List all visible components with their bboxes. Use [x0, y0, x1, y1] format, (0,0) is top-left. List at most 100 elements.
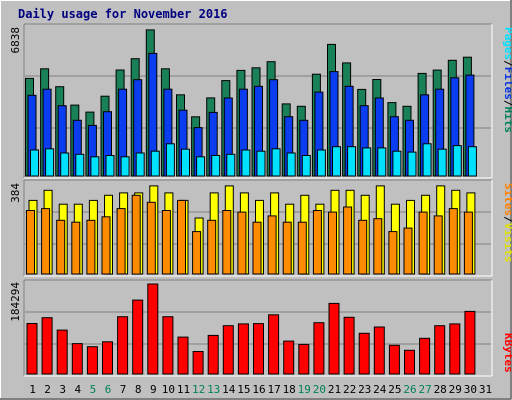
- bar-kbytes-22: [343, 316, 355, 375]
- bar-kbytes-18: [283, 340, 295, 375]
- legend-visits: Visits: [502, 223, 512, 263]
- bar-kbytes-30: [464, 310, 476, 375]
- legend-hits: Hits: [502, 107, 512, 134]
- x-tick-label: 2: [44, 383, 51, 396]
- x-tick-label: 26: [403, 383, 416, 396]
- legend-separator: /: [502, 216, 512, 223]
- bar-pages-29: [452, 145, 462, 177]
- x-tick-label: 16: [252, 383, 265, 396]
- bar-pages-25: [392, 150, 402, 177]
- bar-kbytes-6: [102, 341, 113, 375]
- bar-pages-1: [30, 149, 39, 177]
- x-tick-label: 25: [388, 383, 401, 396]
- bar-sites-7: [116, 208, 126, 275]
- middle-panel-max-label: 384: [9, 183, 22, 203]
- bar-pages-8: [135, 152, 145, 177]
- bar-kbytes-14: [222, 325, 234, 375]
- bar-pages-24: [377, 147, 387, 177]
- x-tick-label: 22: [343, 383, 356, 396]
- x-tick-label: 13: [207, 383, 220, 396]
- bar-pages-5: [90, 156, 100, 177]
- bar-kbytes-8: [132, 299, 144, 375]
- x-tick-label: 6: [105, 383, 112, 396]
- top-legend: Pages/Files/Hits: [502, 27, 512, 133]
- bar-sites-25: [388, 231, 398, 275]
- bar-kbytes-16: [253, 323, 264, 375]
- x-tick-label: 27: [418, 383, 431, 396]
- chart-title: Daily usage for November 2016: [18, 7, 228, 21]
- bar-pages-7: [120, 156, 130, 177]
- bar-kbytes-25: [388, 344, 400, 375]
- bar-sites-26: [403, 227, 413, 275]
- middle-legend: Sites/Visits: [502, 183, 512, 263]
- x-tick-label: 28: [434, 383, 447, 396]
- bar-kbytes-4: [71, 343, 83, 375]
- bar-kbytes-3: [56, 329, 68, 375]
- bar-pages-17: [271, 148, 281, 177]
- x-tick-label: 4: [74, 383, 81, 396]
- bar-pages-6: [105, 155, 115, 177]
- bar-sites-22: [343, 206, 353, 275]
- bar-pages-13: [211, 155, 221, 177]
- bar-pages-10: [165, 143, 175, 177]
- x-tick-label: 12: [192, 383, 205, 396]
- bar-pages-2: [45, 148, 55, 177]
- x-tick-label: 5: [90, 383, 97, 396]
- x-tick-label: 19: [298, 383, 311, 396]
- bar-pages-3: [60, 152, 70, 177]
- bar-kbytes-12: [192, 351, 204, 375]
- bar-kbytes-23: [358, 332, 370, 375]
- bar-pages-30: [467, 146, 477, 177]
- bar-sites-13: [207, 219, 217, 275]
- bar-sites-9: [146, 201, 156, 275]
- bar-sites-6: [101, 216, 111, 275]
- bar-sites-30: [463, 211, 473, 275]
- x-tick-label: 31: [479, 383, 492, 396]
- legend-pages: Pages: [502, 27, 512, 60]
- x-axis-labels: 1 2 3 4 5 6 7 8 9 10 11 12 13 14 15 16 17 18 19 20 21 22 23 24 2…: [29, 383, 492, 396]
- bar-pages-4: [75, 153, 85, 177]
- bottom-panel-max-label: 184294: [9, 282, 22, 322]
- x-tick-label: 15: [237, 383, 250, 396]
- bar-sites-1: [26, 210, 35, 275]
- bar-pages-19: [301, 155, 311, 177]
- bar-sites-8: [131, 194, 141, 275]
- bar-pages-21: [332, 146, 341, 177]
- bar-pages-18: [286, 152, 296, 177]
- x-tick-label: 30: [464, 383, 477, 396]
- bar-sites-29: [448, 208, 458, 275]
- bar-sites-2: [41, 208, 51, 275]
- bar-pages-14: [226, 153, 236, 177]
- bar-sites-4: [71, 221, 81, 275]
- bar-sites-5: [86, 219, 96, 275]
- bar-sites-28: [433, 215, 443, 275]
- bar-pages-28: [437, 148, 447, 177]
- legend-files: Files: [502, 67, 512, 100]
- x-tick-label: 7: [120, 383, 127, 396]
- bar-kbytes-13: [207, 334, 219, 375]
- legend-sites: Sites: [502, 183, 512, 216]
- bar-sites-18: [282, 221, 292, 275]
- bar-sites-27: [418, 211, 428, 275]
- bar-kbytes-1: [26, 323, 38, 375]
- bar-sites-14: [222, 210, 232, 275]
- bar-kbytes-20: [313, 322, 325, 375]
- x-tick-label: 14: [222, 383, 236, 396]
- x-tick-label: 21: [328, 383, 341, 396]
- bar-kbytes-10: [162, 316, 174, 375]
- top-panel-max-label: 6838: [9, 27, 22, 54]
- bar-pages-15: [241, 149, 251, 177]
- bar-kbytes-9: [147, 283, 159, 375]
- x-tick-label: 17: [267, 383, 280, 396]
- bar-pages-22: [347, 146, 357, 177]
- bar-kbytes-27: [419, 337, 431, 375]
- bar-kbytes-24: [373, 326, 385, 375]
- bar-pages-26: [407, 151, 417, 177]
- bar-sites-15: [237, 211, 247, 275]
- bar-sites-24: [373, 218, 383, 275]
- x-tick-label: 29: [449, 383, 462, 396]
- bar-sites-16: [252, 221, 262, 275]
- bar-kbytes-21: [328, 302, 340, 375]
- bar-sites-19: [297, 221, 307, 275]
